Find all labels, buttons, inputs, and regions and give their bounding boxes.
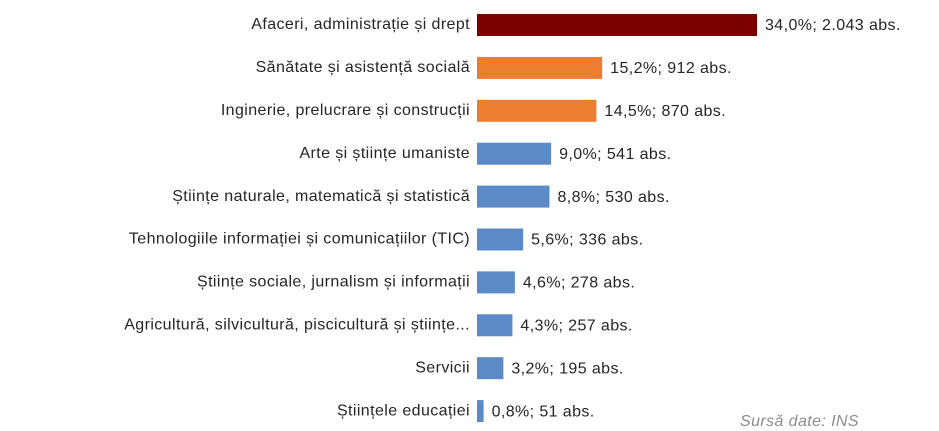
- value-label: 5,6%; 336 abs.: [531, 232, 643, 249]
- bar: [477, 400, 484, 423]
- category-label: Științe sociale, jurnalism și informații: [197, 274, 470, 291]
- bar: [477, 99, 597, 122]
- bar: [477, 142, 552, 165]
- value-label: 9,0%; 541 abs.: [559, 146, 671, 163]
- category-label: Științele educației: [337, 402, 470, 419]
- bar: [477, 56, 603, 79]
- category-label: Agricultură, silvicultură, piscicultură …: [124, 317, 470, 334]
- value-label: 3,2%; 195 abs.: [511, 360, 623, 377]
- category-label: Servicii: [415, 359, 470, 376]
- category-label: Științe naturale, matematică și statisti…: [172, 188, 470, 205]
- value-label: 15,2%; 912 abs.: [610, 60, 732, 77]
- bar: [477, 14, 757, 36]
- value-label: 4,3%; 257 abs.: [520, 318, 632, 335]
- value-label: 4,6%; 278 abs.: [523, 275, 635, 292]
- value-label: 8,8%; 530 abs.: [557, 189, 669, 206]
- bar: [477, 357, 504, 380]
- value-label: 14,5%; 870 abs.: [604, 103, 726, 120]
- bar: [477, 271, 515, 294]
- bar: [477, 228, 524, 251]
- category-label: Afaceri, administrație și drept: [251, 16, 470, 33]
- value-label: 0,8%; 51 abs.: [492, 403, 595, 420]
- category-label: Tehnologiile informației și comunicațiil…: [129, 231, 470, 248]
- bar: [477, 185, 550, 208]
- category-label: Arte și științe umaniste: [299, 145, 470, 162]
- source-note: Sursă date: INS: [740, 413, 859, 430]
- bar: [477, 314, 513, 337]
- category-label: Sănătate și asistență socială: [256, 59, 470, 76]
- value-label: 34,0%; 2.043 abs.: [765, 17, 901, 34]
- category-label: Inginerie, prelucrare și construcții: [221, 102, 470, 119]
